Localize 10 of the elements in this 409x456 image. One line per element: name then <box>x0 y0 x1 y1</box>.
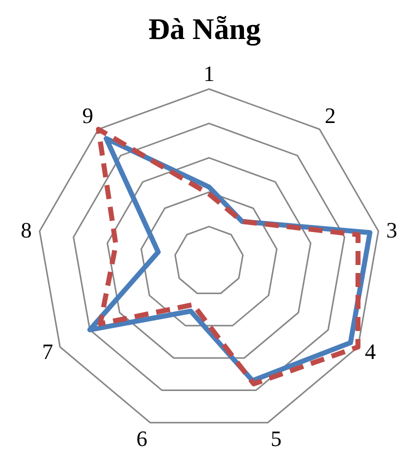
spoke-label: 9 <box>82 103 94 128</box>
spoke-label: 2 <box>324 103 336 128</box>
spoke-label: 6 <box>136 426 148 451</box>
chart-title: Đà Nẵng <box>147 12 262 48</box>
spoke-label: 7 <box>42 338 54 364</box>
spoke-label: 8 <box>20 218 32 243</box>
spoke-label: 3 <box>386 218 398 243</box>
spoke-label: 4 <box>364 338 376 364</box>
spoke-label: 5 <box>270 426 282 451</box>
spoke-label: 1 <box>204 61 214 86</box>
